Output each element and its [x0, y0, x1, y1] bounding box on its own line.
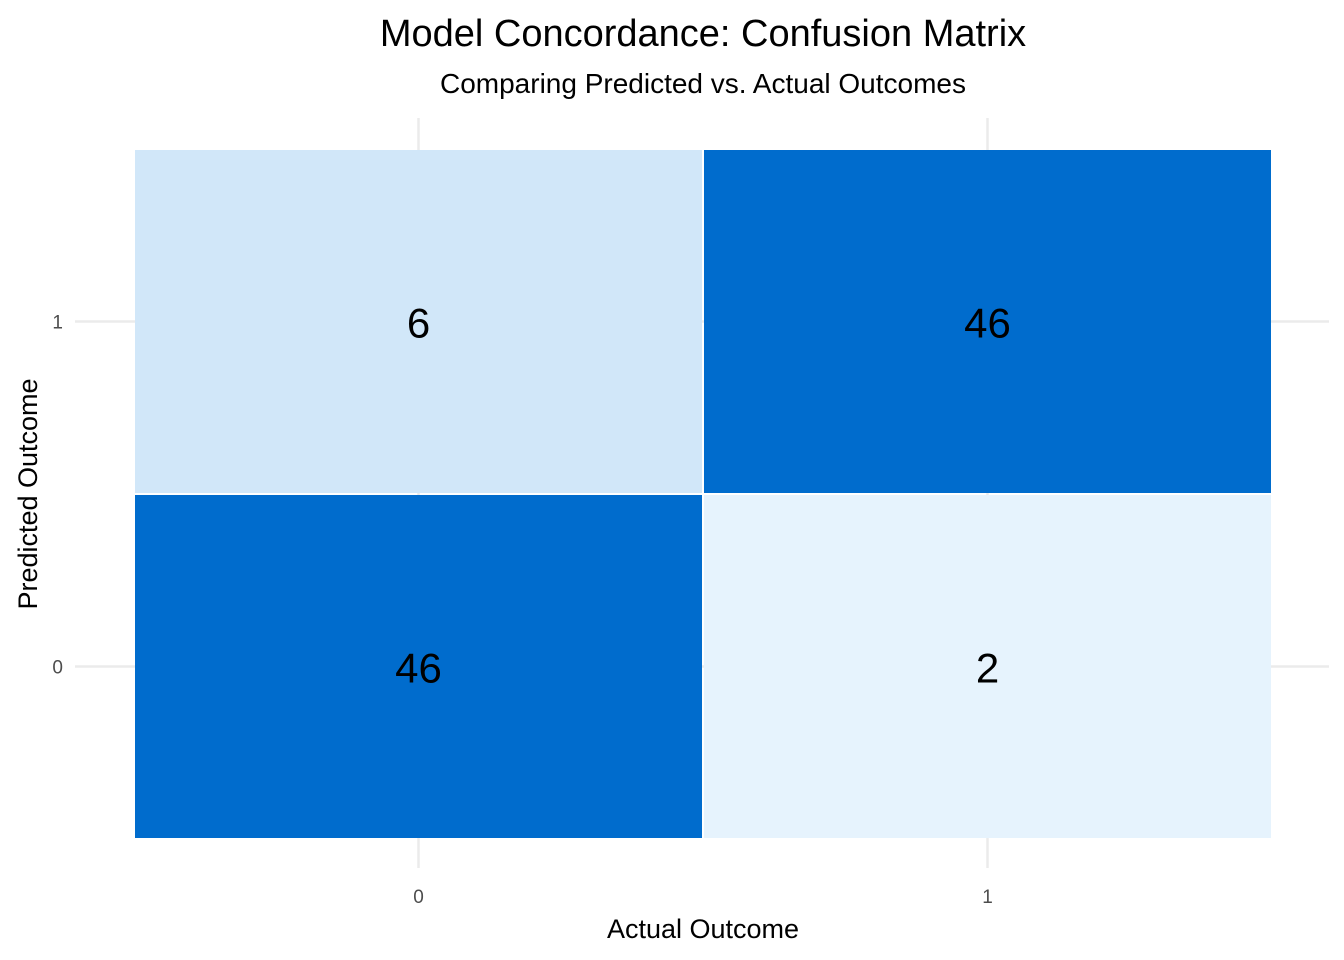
heatmap-cell — [704, 495, 1271, 838]
x-tick-label: 1 — [982, 887, 993, 908]
heatmap-cell — [135, 150, 702, 493]
heatmap-cell — [704, 150, 1271, 493]
y-tick-label: 1 — [52, 313, 63, 334]
y-axis-title: Predicted Outcome — [13, 378, 43, 609]
cell-value-label: 6 — [407, 300, 430, 347]
cell-value-label: 2 — [976, 645, 999, 692]
y-tick-label: 0 — [52, 658, 63, 679]
heatmap-cells — [135, 150, 1271, 838]
x-axis-title: Actual Outcome — [607, 914, 799, 944]
cell-labels: 6 46 46 2 — [395, 300, 1011, 692]
y-axis-ticks: 01 — [52, 313, 63, 679]
chart-title: Model Concordance: Confusion Matrix — [380, 13, 1026, 55]
x-tick-label: 0 — [413, 887, 424, 908]
cell-value-label: 46 — [964, 300, 1011, 347]
chart-subtitle: Comparing Predicted vs. Actual Outcomes — [440, 68, 966, 99]
cell-value-label: 46 — [395, 645, 442, 692]
heatmap-cell — [135, 495, 702, 838]
